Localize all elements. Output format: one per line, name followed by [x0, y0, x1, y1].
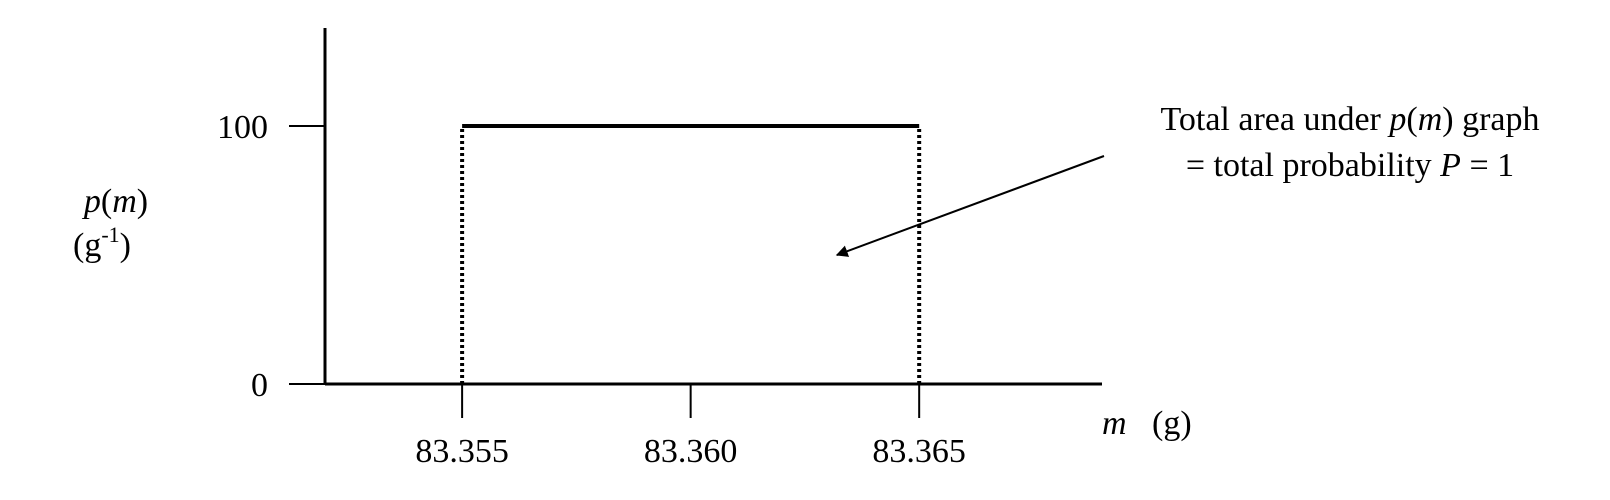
x-axis-label: m [1102, 405, 1127, 442]
x-tick-label: 83.365 [872, 433, 966, 470]
y-axis-label-line2: (g-1) [73, 222, 131, 264]
y-tick-label: 100 [217, 109, 268, 146]
x-tick-label: 83.355 [415, 433, 509, 470]
annotation-line1: Total area under p(m) graph [1160, 101, 1539, 138]
x-tick-label: 83.360 [644, 433, 738, 470]
annotation-line2: = total probability P = 1 [1186, 147, 1514, 184]
annotation-arrow [835, 155, 1105, 257]
y-axis-label-line1: p(m) [82, 183, 148, 220]
y-tick-label: 0 [251, 367, 268, 404]
x-axis-unit: (g) [1152, 405, 1192, 442]
